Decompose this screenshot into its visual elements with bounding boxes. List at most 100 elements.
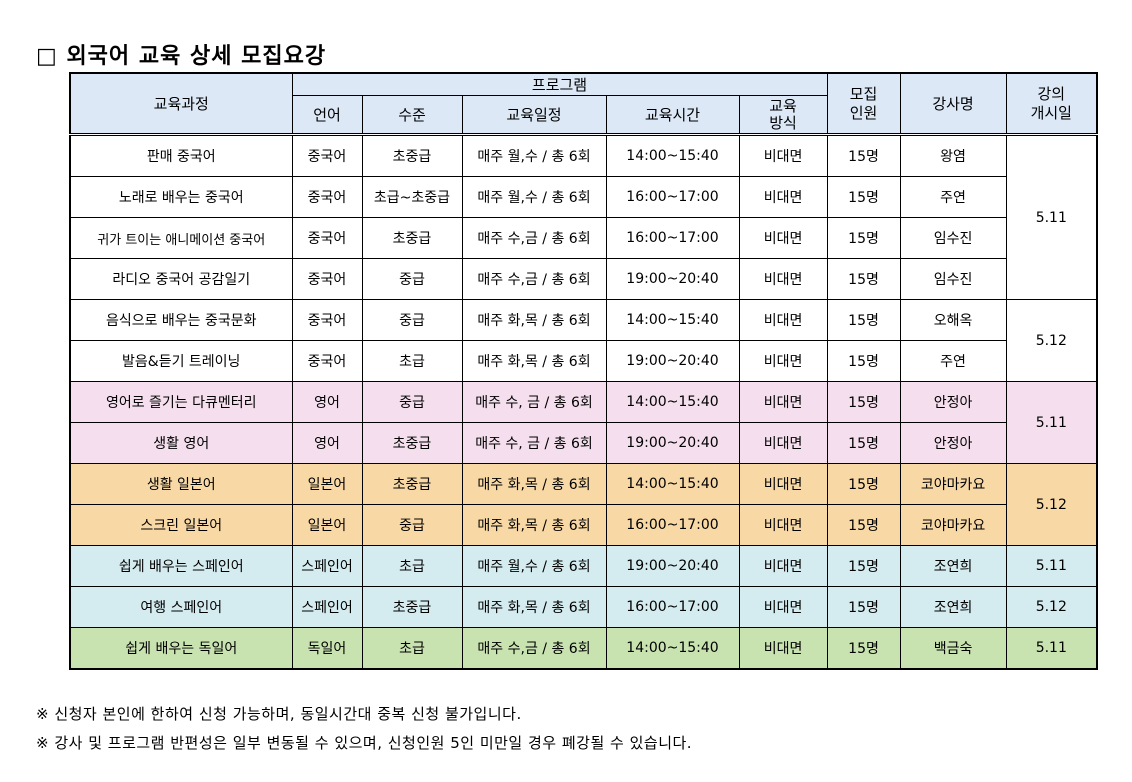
level-cell: 초중급 [361, 134, 463, 177]
time-cell: 19:00~20:40 [605, 422, 740, 464]
table-row: 라디오 중국어 공감일기 중국어 중급 매주 수,금 / 총 6회 19:00~… [69, 258, 1097, 300]
level-cell: 초급 [361, 545, 463, 587]
header-schedule: 교육일정 [461, 95, 607, 136]
capacity-cell: 15명 [826, 258, 901, 300]
time-cell: 16:00~17:00 [605, 586, 740, 628]
method-cell: 비대면 [738, 134, 828, 177]
table-row: 영어로 즐기는 다큐멘터리 영어 중급 매주 수, 금 / 총 6회 14:00… [69, 381, 1098, 464]
table-row: 음식으로 배우는 중국문화 중국어 중급 매주 화,목 / 총 6회 14:00… [69, 299, 1098, 382]
instructor-cell: 조연희 [899, 545, 1007, 587]
time-cell: 14:00~15:40 [605, 381, 740, 423]
course-name: 여행 스페인어 [69, 586, 293, 628]
language-cell: 중국어 [291, 299, 363, 341]
instructor-cell: 안정아 [899, 381, 1007, 423]
table-row: 쉽게 배우는 독일어 독일어 초급 매주 수,금 / 총 6회 14:00~15… [69, 627, 1098, 670]
instructor-cell: 안정아 [899, 422, 1007, 464]
header-capacity: 모집 인원 [826, 72, 901, 136]
language-cell: 일본어 [291, 504, 363, 546]
time-cell: 14:00~15:40 [605, 627, 740, 670]
table-row: 노래로 배우는 중국어 중국어 초급~초중급 매주 월,수 / 총 6회 16:… [69, 176, 1097, 218]
schedule-cell: 매주 수,금 / 총 6회 [461, 258, 607, 300]
capacity-cell: 15명 [826, 299, 901, 341]
method-cell: 비대면 [738, 627, 828, 670]
level-cell: 초중급 [361, 463, 463, 505]
start-date-cell: 5.12 [1005, 586, 1098, 628]
start-date-cell: 5.12 [1005, 463, 1098, 546]
level-cell: 중급 [361, 504, 463, 546]
course-name: 생활 영어 [69, 422, 293, 464]
schedule-cell: 매주 수, 금 / 총 6회 [461, 422, 607, 464]
instructor-cell: 백금숙 [899, 627, 1007, 670]
course-name: 생활 일본어 [69, 463, 293, 505]
method-cell: 비대면 [738, 463, 828, 505]
course-name: 쉽게 배우는 스페인어 [69, 545, 293, 587]
header-instructor: 강사명 [899, 72, 1007, 136]
capacity-cell: 15명 [826, 217, 901, 259]
level-cell: 초중급 [361, 586, 463, 628]
level-cell: 초중급 [361, 422, 463, 464]
time-cell: 19:00~20:40 [605, 258, 740, 300]
page-title: □ 외국어 교육 상세 모집요강 [36, 43, 327, 69]
instructor-cell: 주연 [899, 340, 1007, 382]
schedule-cell: 매주 화,목 / 총 6회 [461, 299, 607, 341]
instructor-cell: 임수진 [899, 217, 1007, 259]
language-cell: 중국어 [291, 258, 363, 300]
language-cell: 중국어 [291, 217, 363, 259]
capacity-cell: 15명 [826, 545, 901, 587]
capacity-cell: 15명 [826, 176, 901, 218]
schedule-cell: 매주 화,목 / 총 6회 [461, 504, 607, 546]
level-cell: 중급 [361, 258, 463, 300]
language-cell: 스페인어 [291, 545, 363, 587]
language-cell: 영어 [291, 422, 363, 464]
instructor-cell: 코야마카요 [899, 463, 1007, 505]
capacity-cell: 15명 [826, 381, 901, 423]
time-cell: 14:00~15:40 [605, 463, 740, 505]
course-name: 노래로 배우는 중국어 [69, 176, 293, 218]
table-row: 스크린 일본어 일본어 중급 매주 화,목 / 총 6회 16:00~17:00… [69, 504, 1097, 546]
course-name: 발음&듣기 트레이닝 [69, 340, 293, 382]
course-name: 영어로 즐기는 다큐멘터리 [69, 381, 293, 423]
header-program: 프로그램 [291, 72, 828, 96]
method-cell: 비대면 [738, 545, 828, 587]
start-date-cell: 5.11 [1005, 627, 1098, 670]
start-date-cell: 5.11 [1005, 545, 1098, 587]
method-cell: 비대면 [738, 422, 828, 464]
time-cell: 19:00~20:40 [605, 340, 740, 382]
level-cell: 초급 [361, 627, 463, 670]
language-cell: 중국어 [291, 176, 363, 218]
level-cell: 초중급 [361, 217, 463, 259]
instructor-cell: 조연희 [899, 586, 1007, 628]
start-date-cell: 5.12 [1005, 299, 1098, 382]
note-class-cancellation: ※ 강사 및 프로그램 반편성은 일부 변동될 수 있으며, 신청인원 5인 미… [36, 734, 693, 752]
level-cell: 중급 [361, 299, 463, 341]
header-language: 언어 [291, 95, 363, 136]
level-cell: 중급 [361, 381, 463, 423]
instructor-cell: 임수진 [899, 258, 1007, 300]
header-start-date: 강의 개시일 [1005, 72, 1098, 136]
schedule-cell: 매주 월,수 / 총 6회 [461, 545, 607, 587]
start-date-cell: 5.11 [1005, 381, 1098, 464]
method-cell: 비대면 [738, 586, 828, 628]
schedule-cell: 매주 화,목 / 총 6회 [461, 463, 607, 505]
table-row: 생활 영어 영어 초중급 매주 수, 금 / 총 6회 19:00~20:40 … [69, 422, 1097, 464]
method-cell: 비대면 [738, 504, 828, 546]
instructor-cell: 코야마카요 [899, 504, 1007, 546]
course-name: 쉽게 배우는 독일어 [69, 627, 293, 670]
time-cell: 16:00~17:00 [605, 176, 740, 218]
capacity-cell: 15명 [826, 627, 901, 670]
level-cell: 초급 [361, 340, 463, 382]
schedule-cell: 매주 수,금 / 총 6회 [461, 627, 607, 670]
language-cell: 영어 [291, 381, 363, 423]
course-name: 음식으로 배우는 중국문화 [69, 299, 293, 341]
instructor-cell: 왕염 [899, 134, 1007, 177]
capacity-cell: 15명 [826, 504, 901, 546]
time-cell: 14:00~15:40 [605, 134, 740, 177]
level-cell: 초급~초중급 [361, 176, 463, 218]
header-course: 교육과정 [69, 72, 293, 136]
note-duplicate-application: ※ 신청자 본인에 한하여 신청 가능하며, 동일시간대 중복 신청 불가입니다… [36, 705, 522, 723]
capacity-cell: 15명 [826, 340, 901, 382]
capacity-cell: 15명 [826, 422, 901, 464]
table-row: 쉽게 배우는 스페인어 스페인어 초급 매주 월,수 / 총 6회 19:00~… [69, 545, 1098, 587]
table-row: 발음&듣기 트레이닝 중국어 초급 매주 화,목 / 총 6회 19:00~20… [69, 340, 1097, 382]
start-date-cell: 5.11 [1005, 134, 1098, 300]
